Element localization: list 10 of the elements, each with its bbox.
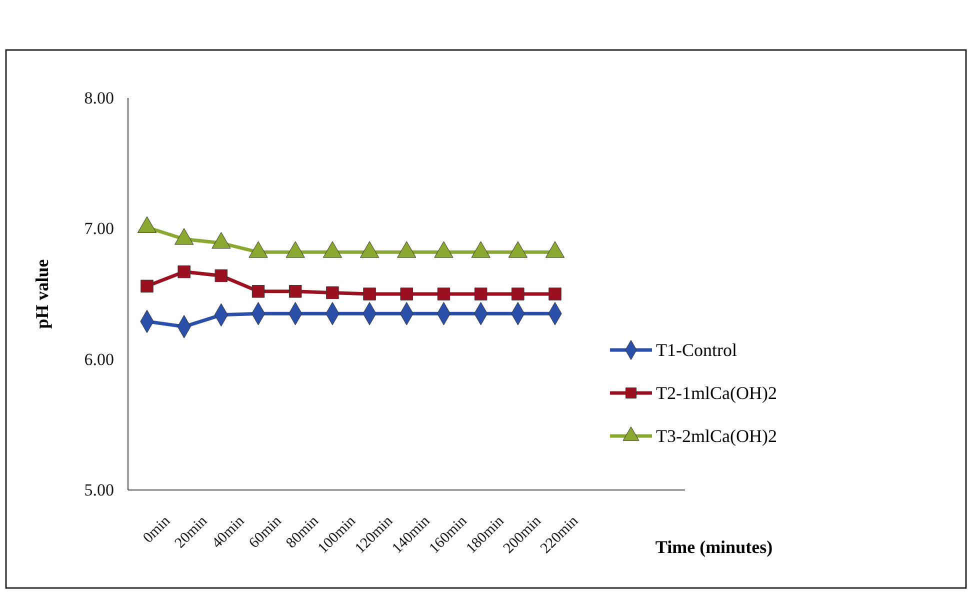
y-tick-label: 8.00 <box>84 88 114 108</box>
x-tick-label: 0min <box>140 512 174 546</box>
y-axis-title: pH value <box>32 259 52 329</box>
legend-label: T2-1mlCa(OH)2 <box>656 383 777 403</box>
x-axis-title: Time (minutes) <box>655 537 773 557</box>
y-tick-label: 7.00 <box>84 219 114 238</box>
legend-label: T1-Control <box>656 340 737 360</box>
y-tick-label: 5.00 <box>84 480 114 500</box>
y-tick-label: 6.00 <box>84 350 114 369</box>
legend-label: T3-2mlCa(OH)2 <box>656 426 777 446</box>
